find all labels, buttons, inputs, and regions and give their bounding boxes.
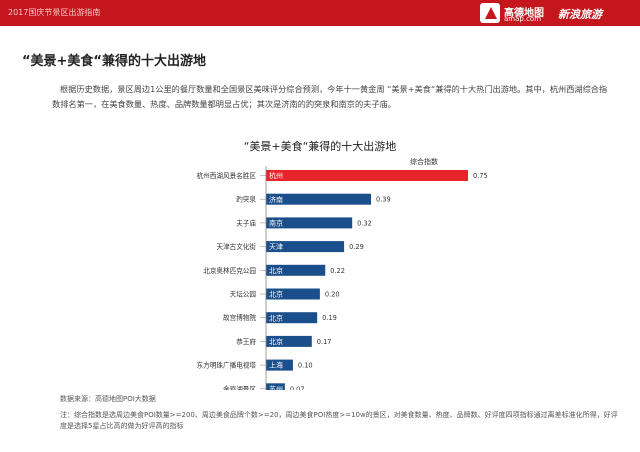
bar [266,241,345,253]
category-label: 故宫博物院 [223,313,256,322]
category-label: 天津古文化街 [216,242,256,251]
amap-logo: 高德地图 amap.com [480,3,552,23]
footnote: 注：综合指数是选周边美食POI数量>=200、周边美食品牌个数>=20，周边美食… [60,411,618,430]
amap-logo-url: amap.com [504,15,542,23]
bar-value-label: 0.07 [290,385,305,390]
bar-city-label: 北京 [269,313,283,322]
category-label: 天坛公园 [230,290,257,299]
category-label: 北京奥林匹克公园 [203,266,256,275]
bar-city-label: 苏州 [269,384,283,390]
bar-city-label: 北京 [269,337,283,346]
category-label: 东方明珠广播电视塔 [197,361,257,370]
bar [266,264,326,276]
bar [266,193,372,205]
report-name: 2017国庆节景区出游指南 [8,8,101,17]
chart-title: “美景+美食“兼得的十大出游地 [243,140,397,153]
bar [266,288,320,300]
value-axis-label: 综合指数 [410,157,438,166]
category-label: 恭王府 [236,337,256,346]
data-source: 数据来源：高德地图POI大数据 [60,395,156,403]
bar-value-label: 0.29 [349,243,364,251]
bar-city-label: 济南 [269,195,283,204]
bar-value-label: 0.22 [330,267,345,275]
bar-city-label: 天津 [269,243,283,251]
page-heading: “美景+美食“兼得的十大出游地 [22,54,206,69]
bar [266,312,318,324]
bar-value-label: 0.17 [317,338,332,346]
category-label: 金鸡湖景区 [223,384,256,390]
bar-city-label: 北京 [269,290,283,299]
top-banner: 2017国庆节景区出游指南 高德地图 amap.com 新浪旅游 [0,0,640,30]
category-label: 夫子庙 [236,218,256,227]
bar-value-label: 0.39 [376,196,391,204]
bar-city-label: 上海 [269,361,283,370]
bar-value-label: 0.20 [325,291,340,299]
bar [266,335,312,347]
bar [266,170,468,181]
bar-value-label: 0.75 [473,172,488,180]
bar-city-label: 南京 [269,219,283,228]
intro-paragraph: 根据历史数据，景区周边1公里的餐厅数量和全国景区美味评分综合预测，今年十一黄金周… [52,84,608,109]
amap-logo-name: 高德地图 [504,8,544,19]
bar-city-label: 杭州 [269,171,283,180]
bar [266,217,353,229]
top-banner-strip [0,0,640,26]
sina-travel-logo: 新浪旅游 [558,8,602,21]
bar-city-label: 北京 [269,266,283,275]
bar [266,383,285,390]
bar-value-label: 0.19 [322,314,337,322]
category-label: 杭州西湖风景名胜区 [197,171,257,180]
amap-logo-icon [480,3,500,23]
bar [266,359,293,371]
category-label: 趵突泉 [236,195,256,204]
bar-value-label: 0.32 [357,219,372,227]
bar-value-label: 0.10 [298,362,313,370]
